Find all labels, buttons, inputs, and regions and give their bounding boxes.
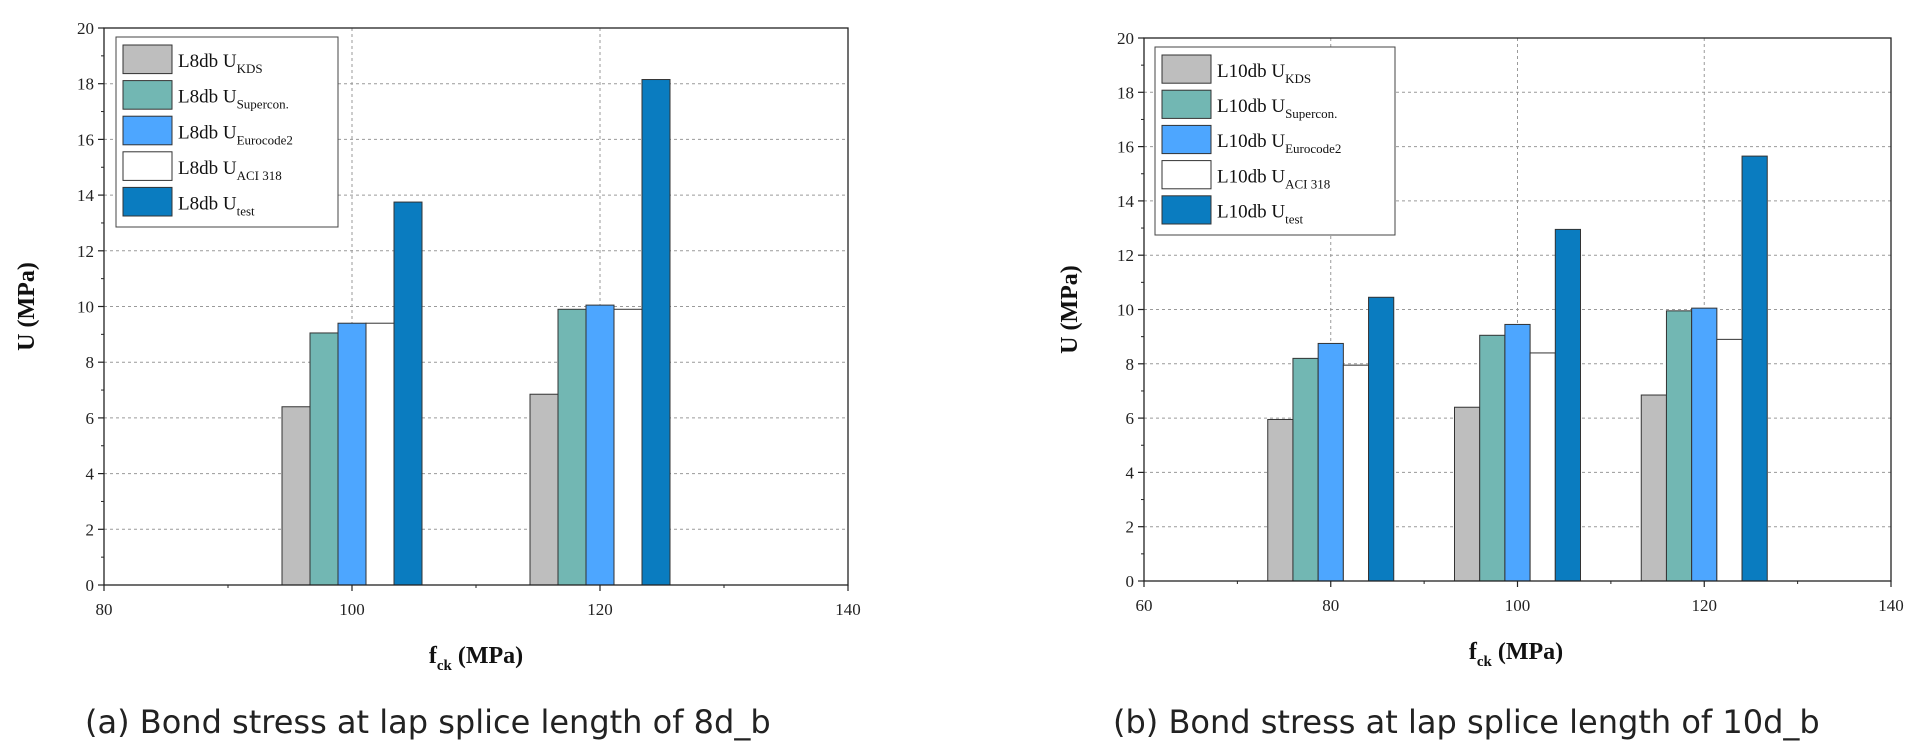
y-tick-label: 4 bbox=[86, 465, 95, 484]
legend: L8db UKDS L8db USupercon. L8db UEurocode2 L… bbox=[115, 36, 339, 228]
legend-swatch bbox=[1161, 89, 1212, 119]
legend-swatch bbox=[122, 115, 173, 146]
bar-aci-318-120 bbox=[613, 308, 643, 586]
y-tick-label: 18 bbox=[77, 75, 94, 94]
bar-eurocode2-120 bbox=[585, 304, 615, 586]
y-axis-label: U (MPa) bbox=[14, 262, 40, 351]
legend-entry: L10db UEurocode2 bbox=[1217, 131, 1341, 156]
y-tick-label: 4 bbox=[1126, 463, 1135, 482]
x-tick-label: 80 bbox=[1322, 596, 1339, 615]
y-tick-label: 16 bbox=[1117, 138, 1134, 157]
y-axis-label: U (MPa) bbox=[1057, 265, 1083, 354]
bar-kds-100 bbox=[1454, 406, 1481, 582]
legend-entry: L10db USupercon. bbox=[1217, 96, 1337, 121]
y-tick-label: 20 bbox=[1117, 29, 1134, 48]
bar-eurocode2-120 bbox=[1691, 307, 1718, 582]
x-tick-label: 140 bbox=[835, 600, 861, 619]
bar-kds-120 bbox=[529, 393, 559, 586]
bar-supercon-120 bbox=[557, 308, 587, 586]
chart-a: 0 2 4 6 8 10 12 14 16 18 20 80 100 120 140 fck (MPa) U (… bbox=[14, 19, 861, 741]
y-tick-label: 8 bbox=[1126, 355, 1135, 374]
legend-entry: L8db USupercon. bbox=[178, 87, 289, 112]
y-tick-label: 20 bbox=[77, 19, 94, 38]
bar-aci-318-100 bbox=[365, 322, 395, 586]
legend-swatch bbox=[122, 80, 173, 110]
y-tick-label: 18 bbox=[1117, 83, 1134, 102]
legend-entry: L8db Utest bbox=[178, 193, 255, 218]
x-tick-label: 100 bbox=[339, 600, 365, 619]
y-tick-label: 16 bbox=[77, 130, 94, 149]
bar-test-120 bbox=[1741, 155, 1768, 582]
y-tick-label: 12 bbox=[77, 242, 94, 261]
figure-caption: (b) Bond stress at lap splice length of … bbox=[1113, 703, 1820, 741]
x-axis-label: fck (MPa) bbox=[1469, 639, 1563, 670]
bar-supercon-100 bbox=[1479, 334, 1506, 582]
bar-test-100 bbox=[393, 201, 423, 586]
bar-eurocode2-100 bbox=[337, 322, 367, 586]
legend-entry: L10db UKDS bbox=[1217, 61, 1311, 86]
y-tick-label: 6 bbox=[1126, 409, 1135, 428]
legend-entry: L8db UEurocode2 bbox=[178, 122, 293, 147]
bar-supercon-120 bbox=[1665, 310, 1693, 582]
chart-b: 0 2 4 6 8 10 12 14 16 18 20 60 80 100 120 140 fck (MPa) U… bbox=[1057, 29, 1904, 741]
figure-caption: (a) Bond stress at lap splice length of … bbox=[85, 703, 771, 741]
x-tick-label: 100 bbox=[1505, 596, 1531, 615]
legend-swatch bbox=[122, 44, 173, 75]
legend-entry: L8db UKDS bbox=[178, 51, 263, 76]
legend: L10db UKDS L10db USupercon. L10db UEurocod… bbox=[1154, 46, 1396, 236]
bar-supercon-100 bbox=[309, 332, 339, 586]
y-tick-label: 6 bbox=[86, 409, 95, 428]
y-tick-label: 12 bbox=[1117, 246, 1134, 265]
bar-aci-318-100 bbox=[1529, 352, 1556, 582]
y-tick-label: 0 bbox=[1126, 572, 1135, 591]
legend-swatch bbox=[1161, 124, 1212, 155]
y-tick-label: 2 bbox=[1126, 518, 1135, 537]
legend-entry: L8db UACI 318 bbox=[178, 158, 282, 183]
legend-swatch bbox=[122, 151, 173, 181]
bar-eurocode2-100 bbox=[1504, 323, 1531, 582]
bar-test-120 bbox=[641, 79, 671, 586]
y-tick-label: 0 bbox=[86, 576, 95, 595]
bar-aci-318-120 bbox=[1716, 338, 1743, 582]
legend-entry: L10db UACI 318 bbox=[1217, 166, 1330, 191]
legend-entry: L10db Utest bbox=[1217, 202, 1304, 227]
y-tick-label: 14 bbox=[77, 186, 95, 205]
bar-kds-120 bbox=[1640, 394, 1667, 582]
y-tick-label: 14 bbox=[1117, 192, 1135, 211]
x-tick-label: 60 bbox=[1136, 596, 1153, 615]
bar-eurocode2-80 bbox=[1317, 342, 1344, 582]
y-tick-label: 2 bbox=[86, 520, 95, 539]
bar-kds-100 bbox=[281, 406, 311, 586]
bar-kds-80 bbox=[1267, 418, 1294, 582]
x-tick-label: 120 bbox=[587, 600, 613, 619]
legend-swatch bbox=[122, 186, 173, 217]
bar-test-100 bbox=[1554, 228, 1582, 582]
x-axis-label: fck (MPa) bbox=[429, 643, 523, 674]
legend-swatch bbox=[1161, 160, 1212, 190]
y-tick-label: 10 bbox=[1117, 301, 1134, 320]
bar-test-80 bbox=[1368, 296, 1395, 582]
y-tick-label: 8 bbox=[86, 353, 95, 372]
legend-swatch bbox=[1161, 195, 1212, 225]
y-tick-label: 10 bbox=[77, 298, 94, 317]
x-tick-label: 140 bbox=[1878, 596, 1904, 615]
legend-swatch bbox=[1161, 54, 1212, 84]
x-tick-label: 80 bbox=[96, 600, 113, 619]
bar-supercon-80 bbox=[1292, 357, 1319, 582]
bar-aci-318-80 bbox=[1342, 364, 1370, 582]
x-tick-label: 120 bbox=[1692, 596, 1718, 615]
